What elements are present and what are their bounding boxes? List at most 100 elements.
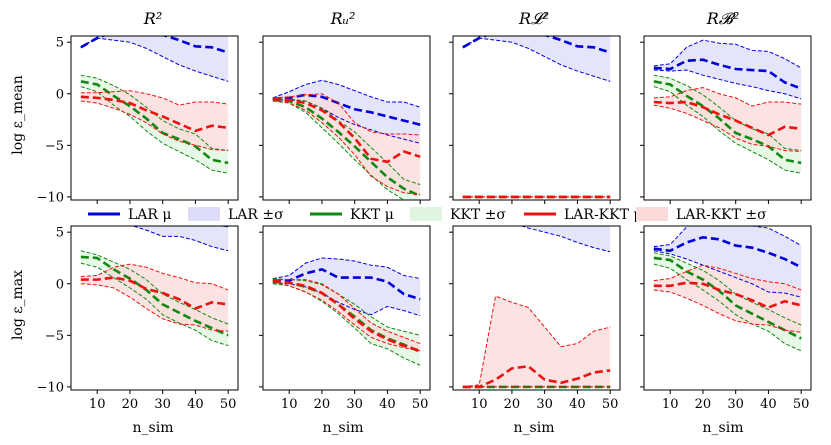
legend-label: LAR-KKT μ	[564, 207, 642, 223]
mean-line-lar	[272, 267, 421, 301]
panel-r0-c0: −10 −5 0 5	[37, 35, 239, 205]
column-title-r2: R²	[143, 9, 162, 28]
y-tick-label: 5	[56, 36, 64, 51]
mean-line-kkt	[653, 80, 802, 165]
legend-swatch-band	[636, 207, 668, 221]
legend-label: LAR ±σ	[228, 207, 284, 223]
plot-area	[653, 39, 802, 174]
y-tick-label: −10	[37, 190, 64, 205]
x-tick-label: 50	[220, 397, 237, 412]
x-tick-label: 40	[187, 397, 204, 412]
band-lar	[653, 226, 802, 298]
band-lower-kkt	[80, 262, 229, 347]
x-tick-label: 30	[154, 397, 171, 412]
panel-frame	[262, 35, 431, 201]
band-lower-larkkt	[653, 289, 802, 333]
panel-r1-c1: 10 20 30 40 50	[259, 225, 431, 412]
x-tick-label: 50	[793, 397, 810, 412]
band-upper-lar	[653, 39, 802, 69]
column-title-r2-b: R𝓑²	[706, 9, 740, 28]
plot-area	[272, 79, 421, 200]
band-larkkt	[462, 296, 611, 387]
plot-area	[80, 36, 229, 174]
panel-r1-c2: 10 20 30 40 50	[449, 225, 621, 412]
plot-area	[653, 226, 802, 352]
band-upper-larkkt	[272, 279, 421, 345]
y-tick-label: −5	[45, 329, 64, 344]
x-tick-label: 30	[727, 397, 744, 412]
x-tick-label: 50	[602, 397, 619, 412]
x-tick-label: 10	[281, 397, 298, 412]
plot-area	[80, 226, 229, 347]
band-lower-lar	[653, 250, 802, 298]
mean-line-lar	[653, 236, 802, 269]
band-lower-lar	[653, 69, 802, 100]
y-tick-label: −5	[45, 139, 64, 154]
legend-entry-5: LAR-KKT ±σ	[636, 207, 767, 223]
y-tick-label: 0	[56, 277, 64, 292]
xlabel-col-1: n_sim	[323, 420, 364, 436]
band-upper-lar	[653, 226, 802, 248]
mean-line-lar	[272, 93, 421, 126]
legend-label: KKT μ	[350, 207, 394, 223]
x-tick-label: 20	[695, 397, 712, 412]
band-larkkt	[272, 279, 421, 351]
band-upper-larkkt	[462, 295, 611, 388]
band-lower-kkt	[653, 86, 802, 174]
band-upper-larkkt	[272, 93, 421, 136]
band-lower-lar	[80, 37, 229, 82]
y-tick-label: −10	[37, 380, 64, 395]
legend-label: LAR μ	[128, 207, 172, 223]
band-upper-larkkt	[653, 264, 802, 291]
band-upper-kkt	[80, 250, 229, 325]
legend-entry-0: LAR μ	[88, 207, 172, 223]
band-lar	[133, 226, 229, 251]
mean-line-larkkt	[272, 97, 421, 164]
legend-entry-4: LAR-KKT μ	[524, 207, 642, 223]
x-tick-label: 30	[346, 397, 363, 412]
x-tick-label: 10	[89, 397, 106, 412]
legend-swatch-band	[188, 207, 220, 221]
band-upper-lar	[272, 257, 421, 280]
panel-frame	[70, 225, 239, 391]
panel-r0-c3	[640, 35, 812, 204]
legend-entry-1: LAR ±σ	[188, 207, 284, 223]
mean-line-larkkt	[653, 281, 802, 309]
xlabel-col-3: n_sim	[703, 420, 744, 436]
y-tick-label: 0	[56, 87, 64, 102]
band-upper-kkt	[272, 278, 421, 336]
mean-line-larkkt	[462, 364, 611, 389]
band-lower-larkkt	[80, 100, 229, 151]
panel-frame	[262, 225, 431, 391]
band-lar	[462, 36, 611, 82]
band-lower-larkkt	[653, 104, 802, 153]
band-larkkt	[653, 87, 802, 152]
panel-frame	[70, 35, 239, 201]
mean-line-kkt	[653, 256, 802, 340]
band-lower-lar	[520, 226, 611, 253]
plot-area	[462, 226, 611, 389]
y-tick-label: 5	[56, 226, 64, 241]
row-ylabel-max: log ε_max	[10, 270, 26, 340]
column-title-r2-u: Rᵤ²	[330, 9, 356, 28]
x-tick-label: 20	[314, 397, 331, 412]
x-tick-label: 10	[662, 397, 679, 412]
band-lar	[80, 36, 229, 82]
mean-line-kkt	[80, 255, 229, 337]
legend-swatch-band	[410, 207, 442, 221]
legend-entry-2: KKT μ	[310, 207, 394, 223]
band-upper-kkt	[653, 252, 802, 326]
plot-area	[272, 257, 421, 366]
panel-grid: −10 −5 0 5 −10 −5 0 5 10 20 30 40 50 10 20 30 40 50 10 20 30…	[37, 35, 812, 412]
panel-r1-c3: 10 20 30 40 50	[640, 225, 812, 412]
panel-r1-c0: −10 −5 0 5 10 20 30 40 50	[37, 225, 239, 412]
row-ylabel-mean: log ε_mean	[10, 75, 26, 155]
mean-line-larkkt	[653, 100, 802, 137]
legend: LAR μ LAR ±σ KKT μ KKT ±σ LAR-KKT μ LAR-KKT ±…	[88, 207, 767, 223]
band-larkkt	[272, 93, 421, 195]
band-upper-larkkt	[80, 263, 229, 291]
mean-line-larkkt	[80, 95, 229, 133]
x-tick-label: 20	[122, 397, 139, 412]
panel-frame	[643, 225, 812, 391]
